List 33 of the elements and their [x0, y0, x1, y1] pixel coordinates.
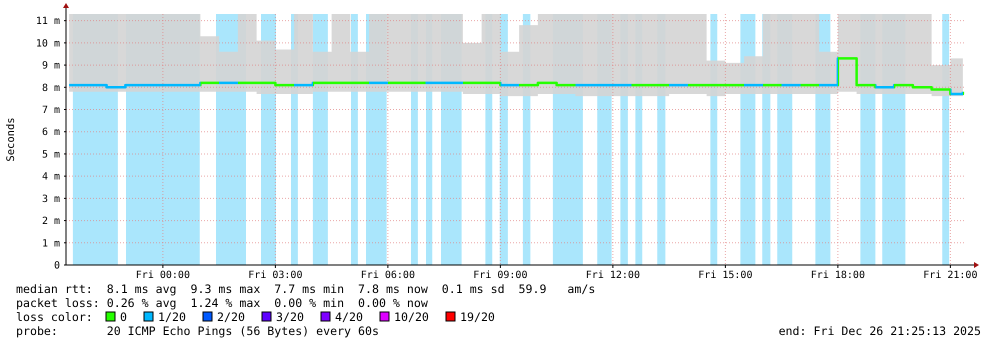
x-tick-label: Fri 15:00 [698, 270, 752, 281]
x-tick-label: Fri 12:00 [586, 270, 640, 281]
text: probe: 20 ICMP Echo Pings (56 Bytes) every 60s [16, 324, 379, 338]
y-tick-label: 4 m [42, 172, 60, 183]
y-tick-label: 7 m [42, 105, 60, 116]
x-tick-label: Fri 21:00 [923, 270, 978, 281]
x-tick-label: Fri 03:00 [248, 270, 302, 281]
y-tick-label: 10 m [36, 38, 60, 50]
y-tick-label: 11 m [36, 16, 60, 28]
legend-label: 10/20 [394, 310, 429, 324]
y-tick-label: 1 m [42, 238, 60, 250]
x-tick-label: Fri 09:00 [473, 270, 528, 281]
legend-label: 19/20 [460, 310, 495, 324]
legend-title: loss color: [16, 310, 93, 324]
y-tick-label: 2 m [42, 216, 60, 228]
y-tick-label: 3 m [42, 194, 60, 205]
text: median rtt: 8.1 ms avg 9.3 ms max 7.7 ms min 7.8 ms now 0.1 ms sd 59.9 am/s [16, 282, 596, 296]
legend-label: 4/20 [335, 310, 363, 324]
y-axis-title: Seconds [5, 117, 17, 162]
y-tick-label: 8 m [42, 82, 60, 94]
legend-label: 0 [120, 310, 127, 324]
x-tick-label: Fri 00:00 [136, 270, 190, 281]
y-tick-label: 6 m [42, 127, 60, 138]
text: end: Fri Dec 26 21:25:13 2025 [778, 324, 982, 338]
legend-label: 3/20 [276, 310, 304, 324]
y-tick-label: 9 m [42, 60, 60, 72]
y-tick-label: 0 [54, 260, 60, 272]
x-tick-label: Fri 18:00 [810, 270, 865, 281]
text: packet loss: 0.26 % avg 1.24 % max 0.00 % min 0.00 % now [16, 296, 428, 310]
x-tick-label: Fri 06:00 [360, 270, 415, 281]
legend-label: 1/20 [158, 310, 186, 324]
y-tick-label: 5 m [42, 149, 60, 160]
legend-label: 2/20 [217, 310, 245, 324]
